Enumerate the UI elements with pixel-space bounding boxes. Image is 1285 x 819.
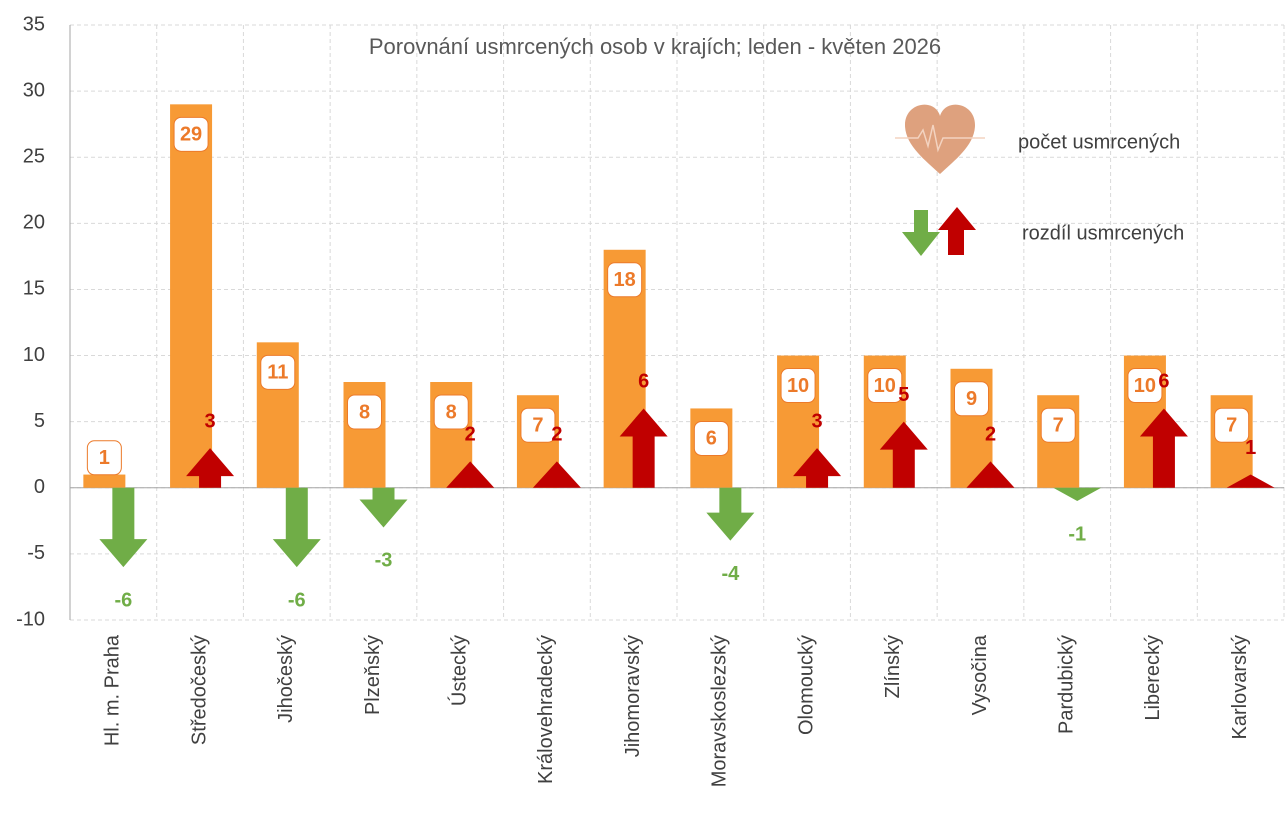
chart-title: Porovnání usmrcených osob v krajích; led… — [369, 34, 941, 59]
bar — [83, 474, 126, 488]
value-label: 7 — [1226, 415, 1237, 437]
value-label: 6 — [706, 428, 717, 450]
y-tick-label: 15 — [23, 278, 45, 300]
difference-label: 2 — [551, 424, 562, 446]
x-tick-label: Jihomoravský — [622, 635, 644, 757]
y-tick-label: 10 — [23, 344, 45, 366]
value-label-box — [693, 420, 729, 456]
difference-arrow — [966, 461, 1015, 488]
value-label: 29 — [180, 124, 202, 146]
value-label-box — [173, 116, 209, 152]
difference-label: 1 — [1245, 437, 1256, 459]
value-label: 18 — [614, 269, 636, 291]
legend-label: rozdíl usmrcených — [1022, 222, 1184, 244]
y-tick-label: -10 — [16, 608, 45, 630]
difference-label: 3 — [812, 410, 823, 432]
value-label-box — [520, 407, 556, 443]
difference-arrow — [619, 408, 668, 488]
x-tick-label: Jihočeský — [275, 635, 297, 723]
grid — [69, 24, 1285, 621]
difference-label: -3 — [375, 550, 393, 572]
value-label-box — [86, 440, 122, 476]
y-tick-label: 5 — [34, 410, 45, 432]
x-tick-label: Liberecký — [1142, 635, 1164, 721]
value-label: 10 — [1134, 375, 1156, 397]
y-tick-label: 25 — [23, 146, 45, 168]
legend-label: počet usmrcených — [1018, 131, 1180, 153]
x-tick-label: Ústecký — [447, 635, 470, 706]
x-tick-label: Karlovarský — [1229, 635, 1251, 739]
legend-down-arrow — [902, 210, 940, 256]
difference-label: -6 — [288, 589, 306, 611]
difference-arrow — [879, 421, 928, 488]
difference-arrow — [793, 448, 842, 488]
x-tick-label: Moravskoslezský — [709, 635, 731, 787]
y-tick-label: 20 — [23, 212, 45, 234]
difference-label: 2 — [465, 424, 476, 446]
difference-arrow — [446, 461, 495, 488]
x-tick-label: Plzeňský — [362, 635, 384, 715]
difference-arrow — [532, 461, 581, 488]
value-label-box — [1040, 407, 1076, 443]
value-label: 7 — [532, 415, 543, 437]
value-label-box — [1127, 368, 1163, 404]
y-tick-label: 0 — [34, 476, 45, 498]
difference-arrow — [186, 448, 235, 488]
x-tick-label: Vysočina — [969, 634, 991, 715]
value-label: 10 — [874, 375, 896, 397]
difference-arrow — [1226, 474, 1275, 488]
difference-label: 5 — [898, 384, 909, 406]
value-label-box — [867, 368, 903, 404]
difference-label: -6 — [114, 589, 132, 611]
x-tick-label: Olomoucký — [795, 635, 817, 735]
value-label: 1 — [99, 447, 110, 469]
y-tick-label: 35 — [23, 13, 45, 35]
difference-label: 2 — [985, 424, 996, 446]
value-label: 11 — [267, 362, 288, 384]
difference-label: -4 — [721, 563, 740, 585]
legend: počet usmrcených rozdíl usmrcených — [895, 104, 1184, 256]
difference-arrow — [1139, 408, 1188, 488]
value-label: 9 — [966, 388, 977, 410]
value-label: 10 — [787, 375, 809, 397]
difference-label: 3 — [205, 410, 216, 432]
difference-arrow — [706, 487, 755, 541]
value-label: 7 — [1053, 415, 1064, 437]
y-tick-label: -5 — [27, 542, 45, 564]
legend-pulse — [895, 124, 985, 153]
difference-arrow — [99, 487, 148, 568]
value-label-box — [347, 394, 382, 430]
difference-label: 6 — [1158, 371, 1169, 393]
value-label: 8 — [446, 401, 457, 423]
bar — [170, 104, 213, 488]
value-label-box — [607, 262, 643, 298]
x-tick-label: Pardubický — [1055, 635, 1077, 734]
x-tick-label: Zlínský — [882, 635, 904, 698]
x-tick-label: Hl. m. Praha — [102, 634, 124, 746]
difference-arrow — [359, 487, 408, 528]
difference-label: 6 — [638, 371, 649, 393]
x-tick-label: Středočeský — [188, 635, 210, 745]
value-label-box — [1214, 407, 1250, 443]
y-tick-label: 30 — [23, 79, 45, 101]
difference-arrow — [1053, 487, 1102, 501]
value-label: 8 — [359, 401, 370, 423]
legend-heart-icon — [905, 104, 975, 174]
value-label-box — [954, 381, 989, 417]
value-label-box — [260, 354, 296, 390]
difference-arrow — [272, 487, 321, 568]
value-label-box — [780, 368, 816, 404]
legend-up-arrow — [938, 207, 976, 255]
x-tick-label: Královehradecký — [535, 635, 557, 784]
difference-label: -1 — [1068, 523, 1086, 545]
value-label-box — [433, 394, 469, 430]
